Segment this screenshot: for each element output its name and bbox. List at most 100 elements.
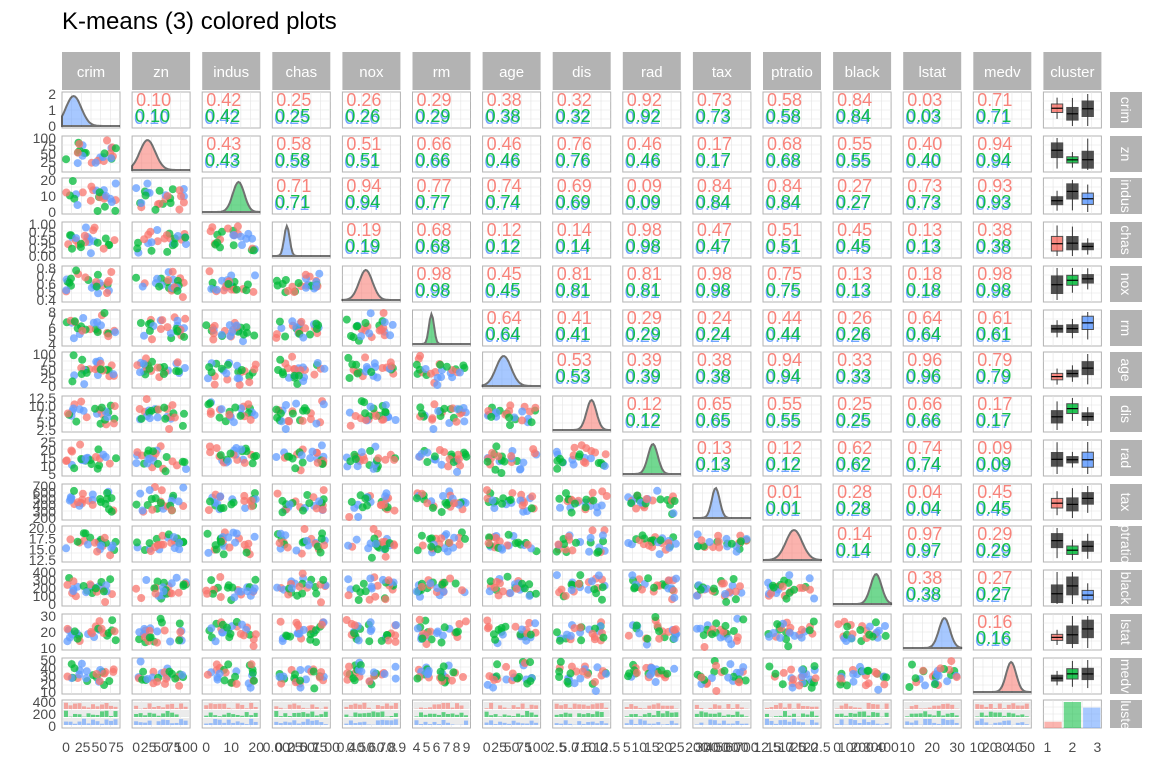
scatter-point — [856, 626, 865, 634]
scatter-point — [292, 399, 301, 408]
column-strip — [272, 52, 331, 90]
scatter-point — [342, 616, 351, 624]
panel — [552, 657, 612, 695]
scatter-point — [96, 359, 105, 368]
scatter-point — [288, 352, 297, 361]
column-strip-label: black — [845, 64, 881, 81]
scatter-point — [361, 353, 370, 362]
scatter-point — [242, 323, 251, 332]
scatter-point — [834, 620, 843, 629]
scatter-point — [345, 374, 354, 382]
panel: 0.940.940.94 — [972, 134, 1032, 173]
scatter-point — [216, 593, 225, 601]
scatter-point — [182, 240, 190, 249]
scatter-point — [95, 617, 104, 626]
correlation-label: 0.38 — [697, 350, 732, 370]
scatter-point — [433, 381, 442, 389]
correlation-label: 0.26 — [837, 308, 872, 328]
column-strip — [763, 52, 821, 90]
scatter-point — [581, 459, 590, 467]
scatter-point — [143, 179, 152, 188]
scatter-point — [69, 404, 78, 413]
scatter-point — [162, 231, 171, 240]
scatter-point — [86, 249, 95, 258]
row-strip — [1110, 222, 1142, 258]
scatter-point — [522, 636, 531, 645]
scatter-point — [68, 447, 77, 456]
scatter-point — [384, 636, 393, 645]
correlation-label: 0.77 — [416, 192, 451, 212]
row-strip-label: age — [1118, 358, 1134, 382]
correlation-label: 0.74 — [486, 192, 521, 212]
panel — [61, 91, 121, 129]
scatter-point — [173, 326, 182, 335]
scatter-point — [552, 547, 561, 556]
panel: 0.840.840.84 — [762, 176, 822, 215]
scatter-point — [173, 276, 182, 285]
scatter-point — [319, 400, 328, 409]
panel: 0.430.430.43 — [201, 134, 261, 173]
panel — [61, 265, 121, 303]
scatter-point — [132, 184, 141, 193]
scatter-point — [233, 374, 242, 383]
scatter-point — [347, 497, 356, 506]
histogram-bar — [104, 703, 109, 709]
correlation-label: 0.71 — [276, 176, 311, 196]
panel — [271, 439, 331, 477]
panel: 0.970.970.97 — [902, 524, 962, 563]
scatter-point — [230, 231, 239, 240]
correlation-label: 0.41 — [556, 324, 591, 344]
scatter-point — [99, 244, 108, 253]
scatter-point — [107, 268, 116, 276]
scatter-point — [297, 317, 306, 326]
column-strip-label: crim — [77, 64, 105, 81]
correlation-label: 0.17 — [975, 412, 1010, 432]
scatter-point — [663, 669, 672, 678]
scatter-point — [305, 499, 314, 508]
scatter-point — [302, 283, 310, 292]
correlation-label: 0.55 — [765, 412, 800, 432]
scatter-point — [252, 451, 261, 460]
panel — [1042, 613, 1102, 651]
scatter-point — [302, 536, 311, 545]
panel — [61, 395, 121, 433]
correlation-label: 0.71 — [975, 108, 1010, 128]
scatter-point — [96, 365, 105, 374]
scatter-point — [490, 504, 499, 513]
scatter-point — [492, 442, 501, 451]
scatter-point — [563, 677, 572, 686]
correlation-label: 0.03 — [906, 106, 941, 126]
scatter-point — [731, 587, 740, 596]
panel: 0.120.120.12 — [622, 394, 682, 433]
scatter-point — [78, 188, 87, 197]
scatter-point — [175, 538, 184, 547]
chart-title: K-means (3) colored plots — [62, 8, 337, 35]
scatter-point — [413, 674, 422, 683]
scatter-point — [556, 657, 565, 666]
scatter-point — [598, 531, 607, 540]
panel — [201, 351, 261, 389]
correlation-label: 0.41 — [555, 326, 590, 346]
scatter-point — [495, 537, 504, 546]
scatter-point — [919, 666, 928, 675]
panel: 0.190.190.19 — [341, 220, 401, 259]
scatter-point — [789, 675, 798, 684]
panel — [201, 439, 261, 477]
scatter-point — [251, 360, 260, 369]
scatter-point — [63, 409, 72, 418]
scatter-point — [132, 273, 141, 282]
panel — [412, 525, 471, 563]
correlation-label: 0.13 — [907, 220, 942, 240]
scatter-point — [576, 674, 585, 683]
scatter-point — [227, 500, 236, 509]
scatter-point — [82, 674, 91, 683]
scatter-point — [275, 539, 284, 548]
histogram-bar — [73, 703, 77, 709]
scatter-point — [736, 582, 744, 591]
scatter-point — [93, 464, 102, 473]
scatter-point — [344, 591, 353, 600]
scatter-point — [361, 494, 370, 503]
panel — [131, 395, 191, 433]
column-strip-label: indus — [213, 64, 249, 81]
correlation-label: 0.39 — [625, 368, 660, 388]
